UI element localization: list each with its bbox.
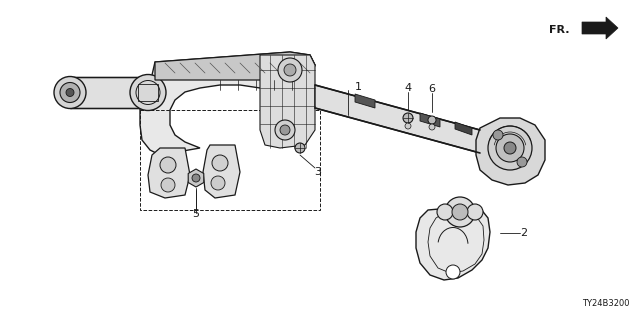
Circle shape — [452, 204, 468, 220]
Circle shape — [428, 116, 436, 124]
Circle shape — [66, 89, 74, 97]
Text: FR.: FR. — [550, 25, 570, 35]
Circle shape — [504, 142, 516, 154]
Circle shape — [60, 83, 80, 102]
Circle shape — [54, 76, 86, 108]
Polygon shape — [355, 94, 375, 108]
Circle shape — [212, 155, 228, 171]
Polygon shape — [416, 205, 490, 280]
Circle shape — [160, 157, 176, 173]
Circle shape — [446, 265, 460, 279]
Circle shape — [275, 120, 295, 140]
Circle shape — [295, 143, 305, 153]
Polygon shape — [140, 52, 315, 155]
Polygon shape — [155, 52, 315, 80]
Polygon shape — [582, 17, 618, 39]
Circle shape — [467, 204, 483, 220]
Circle shape — [278, 58, 302, 82]
Circle shape — [405, 123, 411, 129]
Polygon shape — [420, 113, 440, 127]
Circle shape — [437, 204, 453, 220]
Circle shape — [192, 174, 200, 182]
Circle shape — [403, 113, 413, 123]
Circle shape — [517, 157, 527, 167]
Circle shape — [445, 197, 475, 227]
Polygon shape — [455, 122, 472, 135]
Bar — [140, 110, 320, 210]
Circle shape — [429, 124, 435, 130]
Polygon shape — [260, 55, 315, 148]
Polygon shape — [188, 169, 204, 187]
Polygon shape — [203, 145, 240, 198]
Circle shape — [496, 134, 524, 162]
Text: 2: 2 — [520, 228, 527, 238]
Polygon shape — [476, 118, 545, 185]
Circle shape — [211, 176, 225, 190]
Polygon shape — [70, 77, 155, 108]
Circle shape — [280, 125, 290, 135]
Circle shape — [130, 75, 166, 110]
Text: TY24B3200: TY24B3200 — [582, 299, 630, 308]
Circle shape — [161, 178, 175, 192]
Text: 1: 1 — [355, 82, 362, 92]
Text: 6: 6 — [429, 84, 435, 94]
Polygon shape — [315, 85, 480, 153]
Circle shape — [493, 130, 503, 140]
Circle shape — [284, 64, 296, 76]
Text: 4: 4 — [404, 83, 412, 93]
Circle shape — [488, 126, 532, 170]
Text: 3: 3 — [314, 167, 321, 177]
Polygon shape — [148, 148, 190, 198]
Text: 5: 5 — [193, 209, 200, 219]
